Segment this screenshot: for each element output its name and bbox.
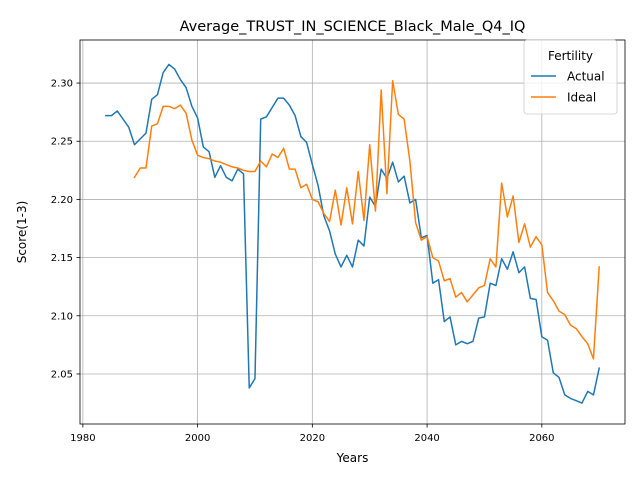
- series-line-actual: [105, 63, 601, 404]
- y-axis-ticks: 2.05 2.10 2.15 2.20 2.25 2.30: [51, 79, 80, 380]
- x-tick-label: 2040: [414, 433, 439, 444]
- y-tick-label: 2.20: [51, 195, 73, 206]
- series-line-ideal: [133, 79, 600, 360]
- x-tick-label: 2060: [529, 433, 554, 444]
- legend: Fertility Actual Ideal: [523, 39, 618, 115]
- plot-frame: [79, 39, 626, 425]
- legend-box: [523, 39, 618, 115]
- chart-title: Average_TRUST_IN_SCIENCE_Black_Male_Q4_I…: [180, 19, 526, 35]
- y-tick-label: 2.05: [51, 369, 73, 380]
- y-axis-label: Score(1-3): [15, 201, 29, 264]
- legend-label-ideal: Ideal: [567, 91, 596, 105]
- x-tick-label: 1980: [70, 433, 95, 444]
- y-tick-label: 2.10: [51, 311, 73, 322]
- y-tick-label: 2.25: [51, 137, 73, 148]
- x-tick-label: 2000: [185, 433, 210, 444]
- y-tick-label: 2.30: [51, 79, 73, 90]
- legend-title: Fertility: [548, 49, 593, 63]
- x-axis-label: Years: [336, 451, 369, 465]
- legend-label-actual: Actual: [567, 70, 605, 84]
- x-tick-label: 2020: [300, 433, 325, 444]
- y-tick-label: 2.15: [51, 253, 73, 264]
- series-lines: [105, 63, 601, 404]
- x-axis-ticks: 1980 2000 2020 2040 2060: [70, 424, 555, 444]
